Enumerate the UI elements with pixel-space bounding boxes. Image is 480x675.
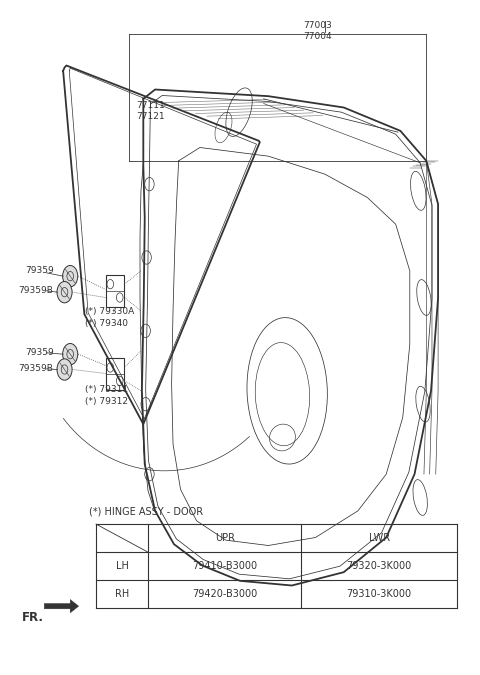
Circle shape — [63, 344, 78, 364]
Polygon shape — [44, 599, 79, 613]
Bar — [106, 358, 124, 390]
Circle shape — [57, 281, 72, 303]
Text: LWR: LWR — [369, 533, 390, 543]
Text: 79420-B3000: 79420-B3000 — [192, 589, 257, 599]
Text: (*) 79311
(*) 79312: (*) 79311 (*) 79312 — [85, 385, 129, 406]
Text: UPR: UPR — [215, 533, 235, 543]
Text: 79359: 79359 — [25, 348, 54, 357]
Text: 79310-3K000: 79310-3K000 — [347, 589, 412, 599]
Text: 79359B: 79359B — [18, 286, 53, 296]
Text: 79359B: 79359B — [18, 364, 53, 373]
Text: 77111
77121: 77111 77121 — [136, 101, 165, 121]
Text: 79320-3K000: 79320-3K000 — [347, 561, 412, 571]
Text: (*) 79330A
(*) 79340: (*) 79330A (*) 79340 — [85, 308, 134, 327]
Text: LH: LH — [116, 561, 129, 571]
Text: 77003
77004: 77003 77004 — [304, 21, 333, 41]
Text: 79359: 79359 — [25, 267, 54, 275]
Text: FR.: FR. — [22, 611, 44, 624]
Circle shape — [63, 265, 78, 287]
Bar — [106, 275, 124, 307]
Text: RH: RH — [115, 589, 129, 599]
Text: 79410-B3000: 79410-B3000 — [192, 561, 257, 571]
Text: (*) HINGE ASSY - DOOR: (*) HINGE ASSY - DOOR — [89, 506, 203, 516]
Circle shape — [57, 359, 72, 380]
